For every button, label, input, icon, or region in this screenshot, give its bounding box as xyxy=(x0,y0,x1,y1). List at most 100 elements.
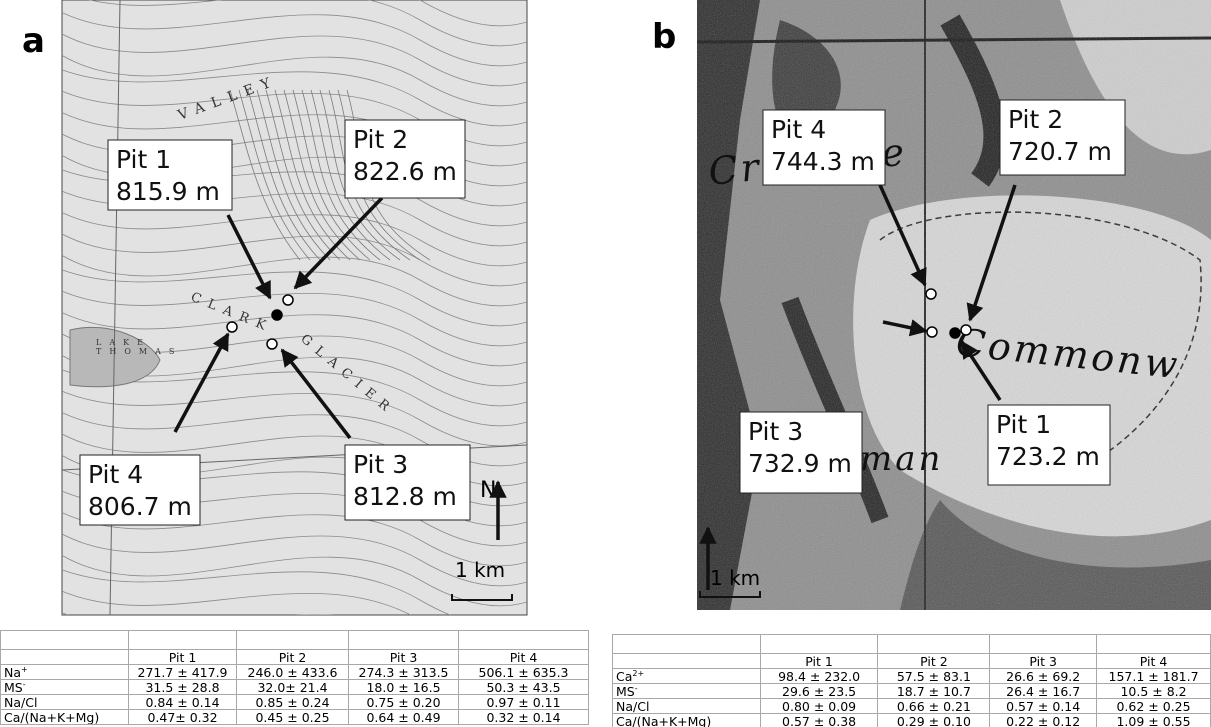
pit-elevation: 732.9 m xyxy=(748,449,852,478)
table-cell: 50.3 ± 43.5 xyxy=(458,679,589,695)
contour xyxy=(62,211,527,267)
contour xyxy=(62,254,527,307)
pointer-arrow xyxy=(173,332,230,433)
row-label-text: MS xyxy=(616,683,635,699)
table-cell: 0.22 ± 0.12 xyxy=(989,713,1098,727)
row-label: MS- xyxy=(0,679,129,695)
row-label-text: Ca/(Na+K+Mg) xyxy=(4,709,100,725)
table-row: Na/Cl 0.80 ± 0.09 0.66 ± 0.21 0.57 ± 0.14 0.… xyxy=(612,698,1211,714)
contour xyxy=(62,511,527,567)
table-cell: 246.0 ± 433.6 xyxy=(236,664,349,680)
panel-label: b xyxy=(652,17,676,57)
pit-box xyxy=(987,404,1111,486)
data-table: Pit 1 Pit 2 Pit 3 Pit 4 Ca2+ 98.4 ± 232.0 57.5… xyxy=(612,634,1211,727)
map-label: man xyxy=(860,439,943,479)
pit-name: Pit 4 xyxy=(88,460,143,489)
table-cell: 32.0± 21.4 xyxy=(236,679,349,695)
pit-box xyxy=(739,411,863,494)
table-row xyxy=(612,634,1211,654)
pit-name: Pit 4 xyxy=(771,115,826,144)
empty-cell xyxy=(128,630,237,650)
empty-cell xyxy=(877,634,991,654)
contour xyxy=(265,89,341,261)
map-label: LAKE xyxy=(96,338,151,347)
pit-name: Pit 1 xyxy=(116,145,171,174)
row-label-superscript: 2+ xyxy=(632,668,645,678)
contour xyxy=(62,290,527,347)
table-cell: 18.0 ± 16.5 xyxy=(348,679,459,695)
table-cell: 271.7 ± 417.9 xyxy=(128,664,237,680)
row-label-text: Na/Cl xyxy=(616,698,650,714)
contour xyxy=(238,89,311,261)
contour xyxy=(62,69,527,127)
table-row xyxy=(0,630,589,650)
pit-box xyxy=(344,119,466,199)
lake xyxy=(69,326,161,388)
panel-label: a xyxy=(22,21,45,61)
column-header: Pit 4 xyxy=(1096,653,1211,669)
row-label-text: Na xyxy=(4,664,22,680)
pit-marker xyxy=(960,324,972,336)
row-label-text: MS xyxy=(4,679,23,695)
row-label: MS- xyxy=(612,683,761,699)
contour xyxy=(62,54,527,107)
empty-cell xyxy=(348,630,459,650)
column-header: Pit 2 xyxy=(877,653,991,669)
row-label-text: Ca/(Na+K+Mg) xyxy=(616,713,712,727)
scale-label: 1 km xyxy=(710,566,760,590)
scale-bar xyxy=(699,591,761,598)
table-cell: 26.6 ± 69.2 xyxy=(989,668,1098,684)
pit-box xyxy=(344,444,471,521)
table-cell: 31.5 ± 28.8 xyxy=(128,679,237,695)
pointer-arrow xyxy=(293,196,384,290)
table-cell: 506.1 ± 635.3 xyxy=(458,664,589,680)
contour xyxy=(62,369,527,427)
table-cell: 0.97 ± 0.11 xyxy=(458,694,589,710)
table-cell: 0.85 ± 0.24 xyxy=(236,694,349,710)
table-cell: 0.62 ± 0.25 xyxy=(1096,698,1211,714)
table-cell: 0.32 ± 0.14 xyxy=(458,709,589,725)
contour xyxy=(88,0,527,47)
map-a-contours xyxy=(62,0,527,615)
row-label-text: Na/Cl xyxy=(4,694,38,710)
pit-name: Pit 3 xyxy=(748,417,803,446)
contour xyxy=(292,89,371,261)
pit-elevation: 744.3 m xyxy=(771,147,875,176)
table-row: Ca2+ 98.4 ± 232.0 57.5 ± 83.1 26.6 ± 69.2 15… xyxy=(612,668,1211,684)
empty-cell xyxy=(0,630,129,650)
pit-marker xyxy=(271,309,283,321)
row-label: Na/Cl xyxy=(0,694,129,710)
pit-elevation: 723.2 m xyxy=(996,442,1100,471)
table-cell: 0.29 ± 0.10 xyxy=(877,713,991,727)
row-label: Ca/(Na+K+Mg) xyxy=(612,713,761,727)
pit-marker xyxy=(926,326,938,338)
empty-cell xyxy=(989,634,1098,654)
pit-box xyxy=(79,454,201,526)
contour xyxy=(62,533,527,587)
contour xyxy=(62,11,527,67)
empty-cell xyxy=(612,653,761,669)
contour xyxy=(256,89,331,261)
pointer-arrow xyxy=(280,348,352,440)
empty-cell xyxy=(612,634,761,654)
pit-name: Pit 2 xyxy=(353,125,408,154)
pit-name: Pit 2 xyxy=(1008,105,1063,134)
pit-marker xyxy=(226,321,238,333)
pit-elevation: 812.8 m xyxy=(353,482,457,511)
table-cell: 0.64 ± 0.49 xyxy=(348,709,459,725)
table-cell: 10.5 ± 8.2 xyxy=(1096,683,1211,699)
column-header: Pit 2 xyxy=(236,649,349,665)
contour xyxy=(62,590,412,615)
column-header: Pit 4 xyxy=(458,649,589,665)
data-table: Pit 1 Pit 2 Pit 3 Pit 4 Na+ 271.7 ± 417.9 246.… xyxy=(0,630,589,725)
pointer-arrow xyxy=(226,214,272,300)
table-cell: 57.5 ± 83.1 xyxy=(877,668,991,684)
table-cell: 0.84 ± 0.14 xyxy=(128,694,237,710)
table-cell: 0.47± 0.32 xyxy=(128,709,237,725)
table-cell: 0.66 ± 0.21 xyxy=(877,698,991,714)
table-cell: 0.57 ± 0.38 xyxy=(759,713,879,727)
row-label: Ca2+ xyxy=(612,668,761,684)
pit-marker xyxy=(266,338,278,350)
pointer-arrow xyxy=(878,184,927,287)
pointer-arrow xyxy=(882,319,928,337)
